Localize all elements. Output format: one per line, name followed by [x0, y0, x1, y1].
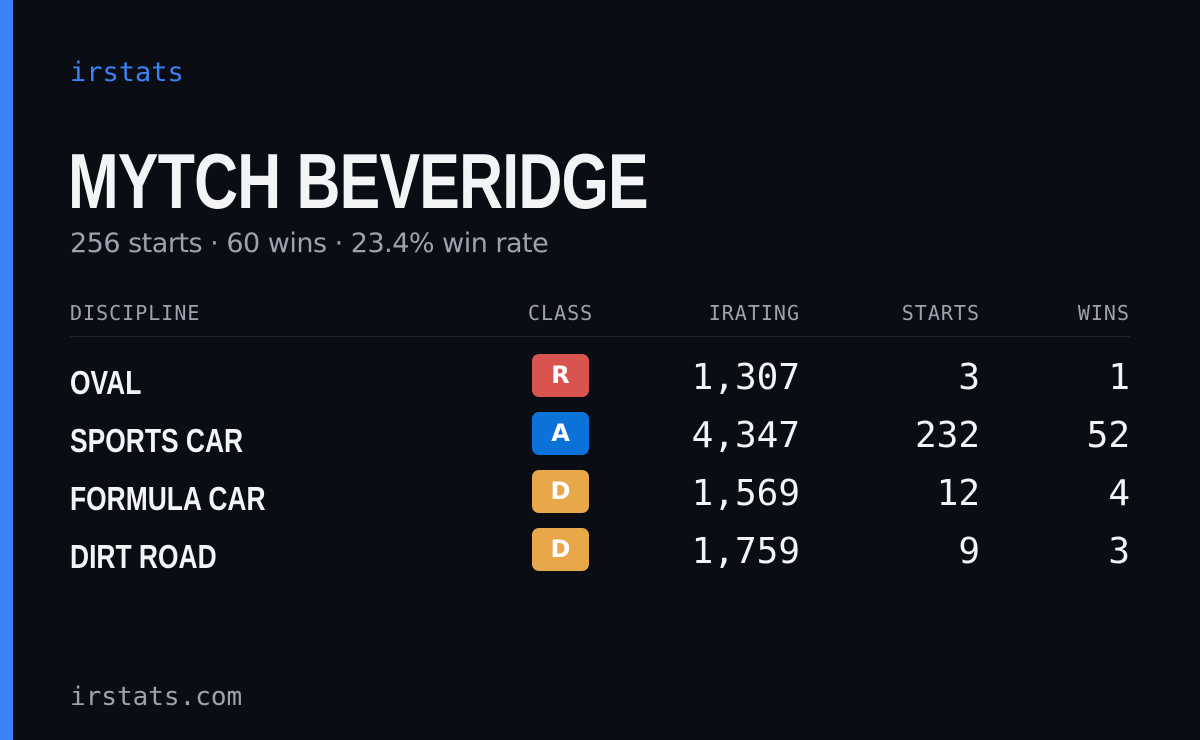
starts-value: 9: [958, 531, 980, 572]
table-row: FORMULA CAR D 1,569 12 4: [70, 470, 1130, 528]
discipline-name: SPORTS CAR: [70, 422, 244, 459]
accent-bar: [0, 0, 13, 740]
header-discipline: DISCIPLINE: [70, 301, 201, 325]
wins-value: 4: [1108, 473, 1130, 514]
table-row: SPORTS CAR A 4,347 232 52: [70, 412, 1130, 470]
starts-value: 232: [914, 415, 980, 456]
wins-value: 3: [1108, 531, 1130, 572]
footer-url: irstats.com: [70, 682, 243, 712]
class-badge: R: [532, 354, 589, 397]
class-badge: D: [532, 528, 589, 571]
starts-value: 12: [936, 473, 980, 514]
discipline-name: FORMULA CAR: [70, 480, 266, 517]
brand-logo-text: irstats: [70, 57, 184, 88]
class-badge: D: [532, 470, 589, 513]
irating-value: 1,759: [691, 531, 800, 572]
irating-value: 1,307: [691, 357, 800, 398]
starts-value: 3: [958, 357, 980, 398]
table-row: OVAL R 1,307 3 1: [70, 354, 1130, 412]
header-class: CLASS: [528, 301, 594, 325]
header-divider: [70, 336, 1130, 337]
driver-name: MYTCH BEVERIDGE: [68, 137, 649, 225]
irating-value: 1,569: [691, 473, 800, 514]
table-row: DIRT ROAD D 1,759 9 3: [70, 528, 1130, 586]
header-wins: WINS: [1077, 301, 1130, 325]
discipline-name: OVAL: [70, 364, 142, 401]
header-irating: IRATING: [708, 301, 800, 325]
header-starts: STARTS: [901, 301, 980, 325]
irating-value: 4,347: [691, 415, 800, 456]
discipline-name: DIRT ROAD: [70, 538, 217, 575]
class-badge: A: [532, 412, 589, 455]
driver-summary: 256 starts · 60 wins · 23.4% win rate: [70, 228, 549, 259]
wins-value: 52: [1086, 415, 1130, 456]
table-header: DISCIPLINE CLASS IRATING STARTS WINS: [70, 300, 1130, 326]
wins-value: 1: [1108, 357, 1130, 398]
